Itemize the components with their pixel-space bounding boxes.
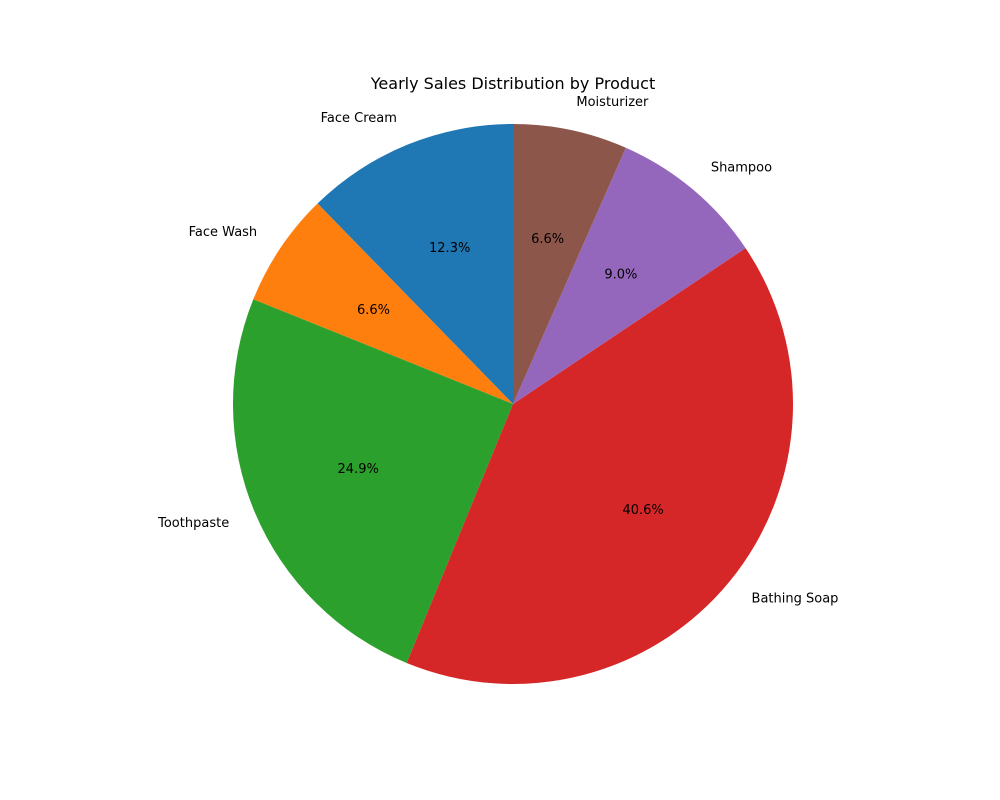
slice-percent-bathing-soap: 40.6% [622, 503, 663, 518]
pie-slice-shampoo [513, 147, 746, 404]
slice-label-toothpaste: Toothpaste [157, 516, 229, 531]
pie-slice-moisturizer [513, 124, 626, 404]
pie-slice-toothpaste [232, 299, 513, 664]
pie-labels: Face Cream Face Wash Toothpaste Bathing Soa… [157, 95, 838, 606]
slice-label-bathing-soap: Bathing Soap [752, 591, 839, 606]
pie-slices [232, 124, 793, 684]
slice-percent-face-wash: 6.6% [357, 303, 390, 318]
pie-slice-face-wash [253, 203, 513, 404]
slice-percent-face-cream: 12.3% [429, 241, 470, 256]
slice-label-face-cream: Face Cream [321, 111, 397, 126]
pie-percent-labels: 12.3% 6.6% 24.9% 40.6% 9.0% 6.6% [338, 232, 664, 518]
pie-slice-bathing-soap [406, 248, 793, 684]
slice-label-face-wash: Face Wash [189, 225, 258, 240]
pie-slice-face-cream [317, 124, 513, 404]
slice-percent-shampoo: 9.0% [604, 268, 637, 283]
slice-percent-moisturizer: 6.6% [531, 232, 564, 247]
slice-label-shampoo: Shampoo [711, 160, 772, 175]
slice-label-moisturizer: Moisturizer [576, 95, 649, 110]
slice-percent-toothpaste: 24.9% [338, 462, 379, 477]
chart-title: Yearly Sales Distribution by Product [370, 74, 655, 93]
